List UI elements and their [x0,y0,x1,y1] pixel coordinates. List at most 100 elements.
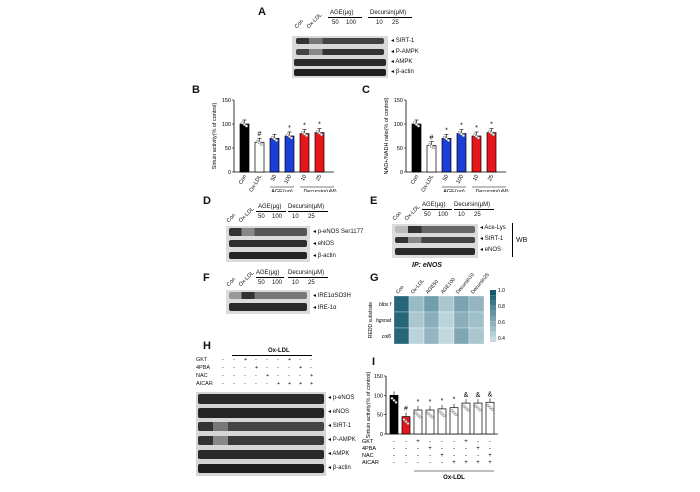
data-point [452,411,456,415]
significance-mark: * [303,123,306,130]
data-point [272,137,277,141]
h-sign: - [255,373,257,379]
data-point [242,122,247,127]
age-group-line [256,277,284,278]
h-sign: - [222,357,224,363]
heatmap-row-label: col6 [382,334,391,340]
data-point [474,134,479,139]
colorbar-segment [490,300,496,306]
data-point [466,408,470,412]
h-treatment-label: NAC [196,373,208,379]
data-point [390,396,394,400]
h-sign: - [310,365,312,371]
colorbar-tick: 0.4 [498,336,505,342]
data-point [438,410,442,414]
bar [314,132,325,173]
data-point [285,133,290,137]
heatmap-col-label: AGE50 [425,279,440,295]
data-point [300,131,305,135]
i-sign: - [489,439,491,445]
band-p-ampk: P-AMPK [395,49,419,55]
band-ampk: AMPK [395,59,413,65]
panel-d-blot [226,226,310,262]
significance-mark: # [430,135,434,142]
heatmap-cell [453,295,470,313]
heatmap-y-label: REDD substrate [368,302,374,338]
data-point [426,411,430,415]
band-sirt1: SIRT-1 [484,236,504,242]
x-tick-label: 100 [455,174,465,185]
i-sign: - [489,446,491,452]
i-sign: - [465,446,467,452]
significance-mark: & [464,392,469,399]
band-enos: eNOS [484,247,502,253]
band-ace-lys: Ace-Lys [484,225,506,231]
dose-100: 100 [272,214,283,220]
i-sign: - [441,439,443,445]
panel-a-blot [292,36,388,78]
wb-label: WB [516,237,528,244]
bar [299,133,310,173]
age-group-label: AGE(μg) [330,10,354,16]
y-tick-label: 0 [400,170,403,176]
decursin-group-label: Decursin(μM) [303,189,336,192]
data-point [416,413,420,417]
band-ampk: AMPK [332,451,350,457]
age-group-label: AGE(μg) [271,189,293,192]
blot-band [198,464,324,473]
bar [426,145,437,173]
decursin-group-label: Decursin(μM) [454,202,491,208]
panel-h-label: H [203,340,211,352]
data-point [289,136,294,140]
heatmap-cell [393,327,410,345]
bar [486,132,497,173]
decursin-group-label: Decursin(μM) [475,189,508,192]
i-sign: - [405,453,407,459]
blot-band [294,59,386,66]
y-axis-label: Sirtuin activity(% of control) [212,103,218,170]
h-sign: + [288,357,292,363]
h-sign: - [288,365,290,371]
h-sign: + [299,381,303,387]
data-point [490,407,494,411]
i-sign: - [441,460,443,466]
h-sign: - [233,357,235,363]
data-point [428,413,432,417]
h-sign: - [277,365,279,371]
x-tick-label: 50 [270,174,278,182]
panel-g-heatmap: Con Ox-LDL AGE50 AGE100Decursin10Decursin25… [368,272,505,345]
h-sign: + [310,381,314,387]
heatmap-row-label: hgsnat [376,318,392,324]
blot-band [229,228,307,236]
h-sign: + [310,373,314,379]
data-point [474,404,478,408]
data-point [418,415,422,419]
heatmap-row-label: blbs f [379,302,392,308]
x-tick-label: 100 [283,174,293,185]
i-sign: + [464,439,468,445]
panel-h-blot [196,392,326,476]
i-sign: + [416,439,420,445]
data-point [459,132,464,136]
y-tick-label: 150 [374,374,383,380]
decursin-group-label: Decursin(μM) [288,204,325,210]
blot-band [229,252,307,259]
heatmap-col-label: Ox-LDL [410,278,426,295]
heatmap-cell [393,311,410,329]
i-sign: - [477,439,479,445]
significance-mark: * [460,123,463,130]
dose-25: 25 [392,20,399,26]
age-group-line [422,209,452,210]
band-beta-actin: β-actin [395,69,414,75]
colorbar-tick: 0.8 [498,304,505,310]
colorbar-segment [490,310,496,316]
dose-100: 100 [346,20,357,26]
blot-band [395,226,475,233]
data-point [440,412,444,416]
i-sign: - [441,446,443,452]
lane-con: Con [225,212,238,224]
decursin-group-line [288,277,328,278]
data-point [274,138,279,142]
panel-e-header: Con Ox-LDL AGE(μg) Decursin(μM) 50 100 1… [392,194,512,224]
decursin-group-line [288,211,328,212]
